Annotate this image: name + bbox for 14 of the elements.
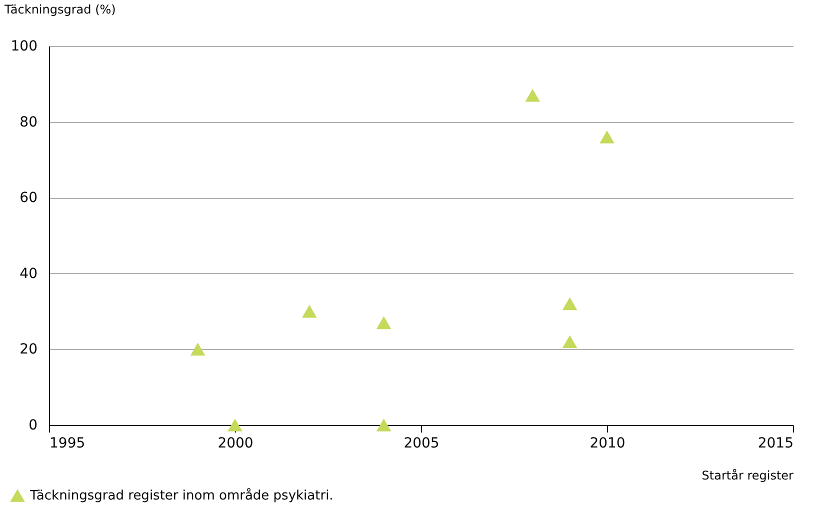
x-tick-label: 2010: [590, 436, 626, 452]
x-tick-label: 2000: [218, 436, 254, 452]
y-tick-label: 20: [20, 342, 38, 358]
y-axis-title: Täckningsgrad (%): [4, 2, 116, 16]
y-tick-label: 0: [28, 418, 38, 434]
legend-label: Täckningsgrad register inom område psykiatri.: [29, 488, 334, 504]
x-tick-label: 1995: [50, 436, 86, 452]
y-tick-label: 40: [20, 266, 38, 282]
x-axis-title: Startår register: [702, 468, 794, 482]
y-tick-label: 100: [10, 38, 38, 54]
x-tick-label: 2005: [404, 436, 440, 452]
x-tick-label: 2015: [758, 436, 794, 452]
y-tick-label: 80: [20, 114, 38, 130]
y-tick-label: 60: [20, 190, 38, 206]
